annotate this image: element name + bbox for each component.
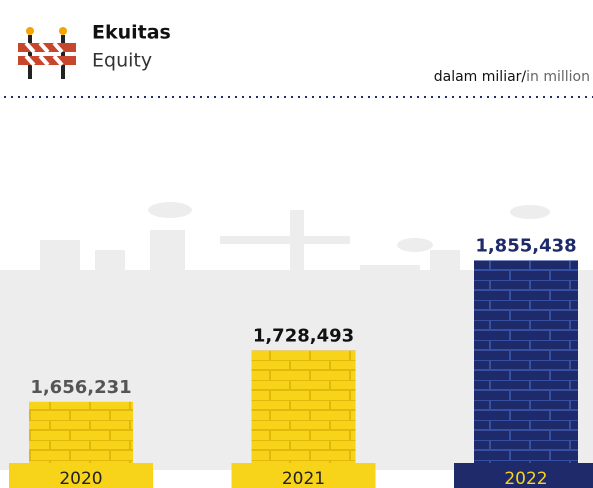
value-label: 1,656,231 [30,377,131,398]
bar [474,260,578,463]
unit-local: dalam miliar/ [434,69,527,85]
value-label: 1,855,438 [475,235,576,256]
unit-en: in million [526,69,590,85]
unit: dalam miliar/in million [434,69,590,85]
infographic: Ekuitas Equity dalam miliar/in million 1… [0,0,593,488]
barrier-icon [18,27,76,79]
bar [252,350,356,463]
value-label: 1,728,493 [253,325,354,346]
bar [29,402,133,463]
x-tick-label: 2020 [59,469,102,488]
title: Ekuitas [92,22,171,44]
x-tick-label: 2021 [282,469,325,488]
subtitle: Equity [92,50,152,72]
x-tick-label: 2022 [504,469,547,488]
